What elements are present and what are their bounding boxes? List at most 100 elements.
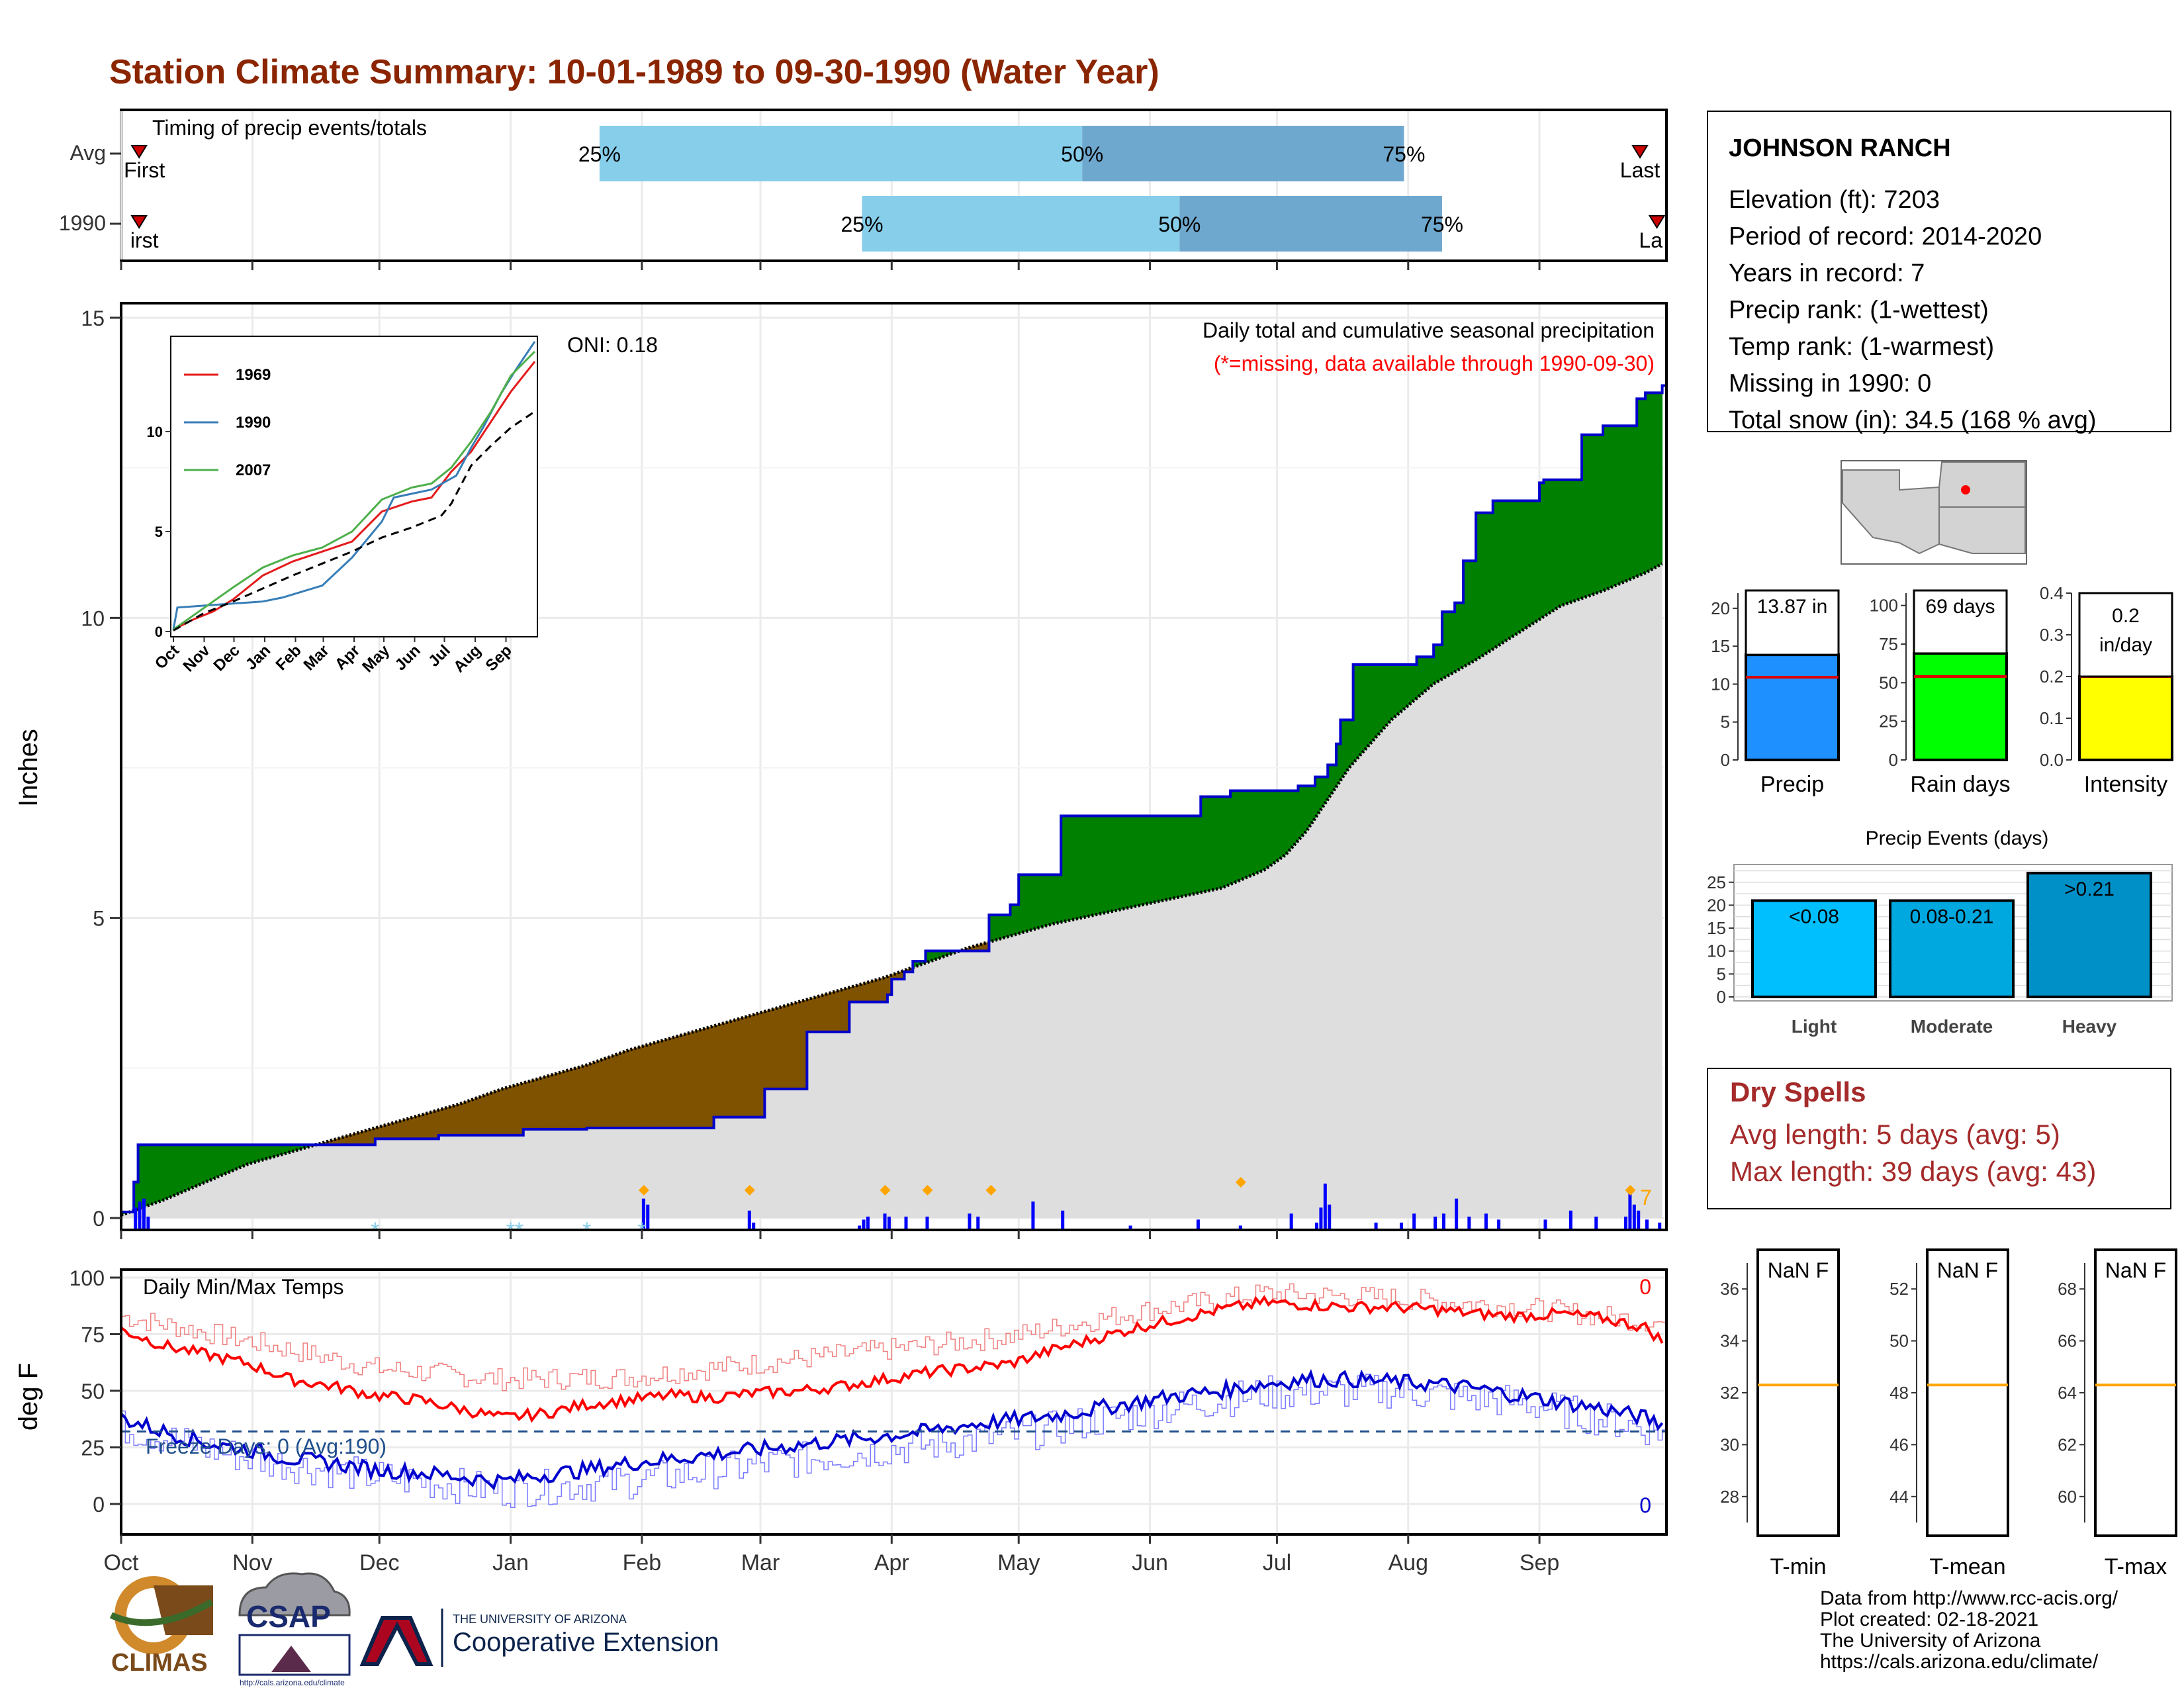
tpanel-category-label: T-max: [2105, 1554, 2167, 1579]
month-label: Oct: [104, 1550, 139, 1575]
daily-precip-bar: [1637, 1210, 1641, 1229]
deficit-area: [426, 1111, 431, 1139]
surplus-area: [1196, 816, 1201, 894]
deficit-area: [768, 1008, 774, 1090]
station-info-line: Period of record: 2014-2020: [1729, 223, 2042, 251]
station-info-line: Temp rank: (1-warmest): [1729, 333, 1994, 361]
daily-precip-bar: [1433, 1216, 1437, 1229]
surplus-area: [1586, 434, 1591, 598]
surplus-area: [1403, 664, 1409, 710]
temp-y-tick-label: 0: [93, 1493, 105, 1517]
events-category-label: Moderate: [1911, 1016, 1993, 1037]
surplus-area: [1247, 790, 1252, 878]
rain-days-y-tick-label: 75: [1879, 634, 1898, 654]
timing-row-label: 1990: [59, 211, 106, 235]
surplus-area: [193, 1144, 198, 1188]
daily-precip-bar: [1031, 1201, 1035, 1229]
last-event-marker: [1631, 145, 1649, 159]
surplus-area: [239, 1144, 244, 1168]
inset-legend-label: 2007: [236, 461, 271, 479]
daily-precip-bar: [1399, 1222, 1403, 1229]
month-label: Aug: [1388, 1550, 1429, 1575]
surplus-area: [1653, 392, 1659, 569]
surplus-area: [1454, 602, 1459, 673]
precip-value-label: 13.87 in: [1757, 596, 1828, 618]
footer-line: The University of Arizona: [1820, 1630, 2041, 1652]
heavy-event-marker: [985, 1185, 997, 1196]
deficit-area: [806, 998, 812, 1033]
surplus-area: [1424, 656, 1430, 692]
tpanel-value-label: NaN F: [2105, 1258, 2166, 1282]
surplus-area: [1128, 816, 1134, 908]
csap-url: http://cals.arizona.edu/climate: [240, 1678, 345, 1687]
surplus-area: [1619, 425, 1625, 585]
surplus-area: [167, 1144, 173, 1199]
intensity-unit-label: in/day: [2099, 634, 2152, 656]
precip-y-tick-label: 0: [93, 1207, 105, 1231]
deficit-area: [506, 1086, 511, 1136]
deficit-area: [569, 1068, 574, 1130]
surplus-area: [1607, 425, 1612, 590]
surplus-area: [1145, 816, 1150, 905]
surplus-area: [1484, 512, 1489, 655]
surplus-area: [1344, 720, 1349, 775]
tpanel-y-tick-label: 62: [2058, 1434, 2077, 1454]
heavy-event-marker: [1235, 1177, 1246, 1188]
deficit-area: [408, 1117, 414, 1139]
month-label: May: [997, 1550, 1040, 1575]
deficit-area: [561, 1070, 567, 1130]
surplus-area: [1052, 874, 1058, 925]
surplus-area: [1480, 512, 1485, 658]
surplus-area: [184, 1144, 189, 1192]
deficit-area: [413, 1115, 418, 1139]
deficit-area: [862, 982, 867, 1002]
daily-precip-bar: [925, 1216, 929, 1229]
station-info-line: Total snow (in): 34.5 (168 % avg): [1729, 406, 2097, 434]
observed-cumulative-line: [121, 384, 1666, 1213]
daily-precip-bar: [1569, 1210, 1572, 1229]
daily-precip-bar: [976, 1216, 980, 1229]
freeze-days-label: Freeze Days: 0 (Avg:190): [146, 1434, 387, 1458]
tpanel-value-label: NaN F: [1768, 1258, 1829, 1282]
surplus-area: [1488, 512, 1494, 653]
precip-category-label: Precip: [1760, 772, 1824, 797]
daily-precip-bar: [887, 1216, 891, 1229]
surplus-area: [1645, 392, 1650, 573]
surplus-area: [1073, 816, 1079, 920]
daily-precip-bar: [1328, 1204, 1332, 1229]
deficit-area: [836, 989, 841, 1033]
surplus-area: [1572, 479, 1578, 602]
surplus-area: [993, 914, 998, 941]
climas-logo: CLIMAS: [109, 1576, 214, 1677]
surplus-area: [1069, 816, 1074, 921]
timing-bar-25-50: [599, 126, 1083, 181]
surplus-area: [1399, 664, 1404, 714]
surplus-area: [1234, 790, 1240, 883]
intensity-bar: [2078, 675, 2173, 761]
deficit-area: [827, 992, 833, 1033]
surplus-area: [997, 914, 1003, 940]
deficit-area: [544, 1075, 549, 1130]
daily-precip-bar: [134, 1207, 138, 1229]
deficit-area: [781, 1005, 786, 1090]
deficit-area: [590, 1061, 596, 1129]
surplus-area: [1569, 479, 1574, 604]
daily-precip-bar: [146, 1216, 150, 1229]
dry-spells-title: Dry Spells: [1730, 1076, 1866, 1107]
deficit-area: [641, 1045, 647, 1129]
tpanel-y-tick-label: 50: [1889, 1331, 1909, 1351]
surplus-area: [1255, 790, 1261, 874]
surplus-area: [1471, 560, 1477, 663]
daily-precip-bar: [968, 1213, 972, 1229]
deficit-area: [539, 1076, 545, 1130]
deficit-area: [633, 1047, 638, 1129]
tpanel-frame-t-min: [1756, 1248, 1840, 1537]
month-label: Jun: [1132, 1550, 1168, 1575]
deficit-area: [523, 1081, 528, 1130]
surplus-area: [1657, 392, 1662, 567]
surplus-area: [1023, 874, 1028, 933]
surplus-area: [1623, 425, 1629, 583]
precip-caption: Daily total and cumulative seasonal prec…: [1203, 318, 1655, 342]
deficit-area: [811, 996, 816, 1033]
